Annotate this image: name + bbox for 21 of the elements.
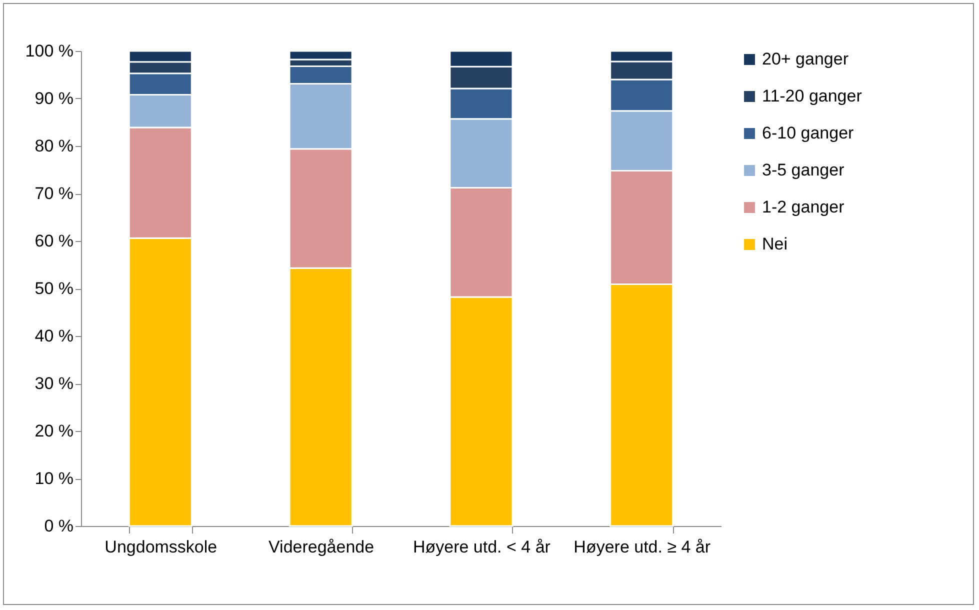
y-tick-label: 0 % [44, 516, 74, 536]
x-tick-label: Ungdomsskole [104, 538, 218, 556]
legend-label: 1-2 ganger [762, 198, 845, 216]
y-tick-label: 80 % [34, 136, 74, 156]
legend-label: 11-20 ganger [762, 86, 862, 106]
x-tick-label: Høyere utd. ≥ 4 år [574, 538, 711, 556]
y-tick-label: 90 % [34, 89, 74, 108]
x-tick-label: Høyere utd. < 4 år [412, 538, 551, 556]
y-tick-label: 10 % [34, 469, 74, 488]
legend-label: 6-10 ganger [762, 124, 854, 142]
y-tick-label: 20 % [34, 422, 74, 440]
y-tick-label: 40 % [34, 326, 74, 346]
legend-label: Nei [762, 234, 788, 254]
legend-label: 20+ ganger [762, 50, 849, 68]
y-tick-label: 60 % [34, 232, 74, 250]
y-tick-label: 100 % [25, 42, 74, 60]
y-tick-label: 30 % [34, 374, 74, 393]
y-tick-label: 50 % [34, 279, 74, 298]
y-tick-label: 70 % [34, 184, 74, 203]
legend-label: 3-5 ganger [762, 160, 845, 180]
x-tick-label: Videregående [268, 538, 374, 556]
